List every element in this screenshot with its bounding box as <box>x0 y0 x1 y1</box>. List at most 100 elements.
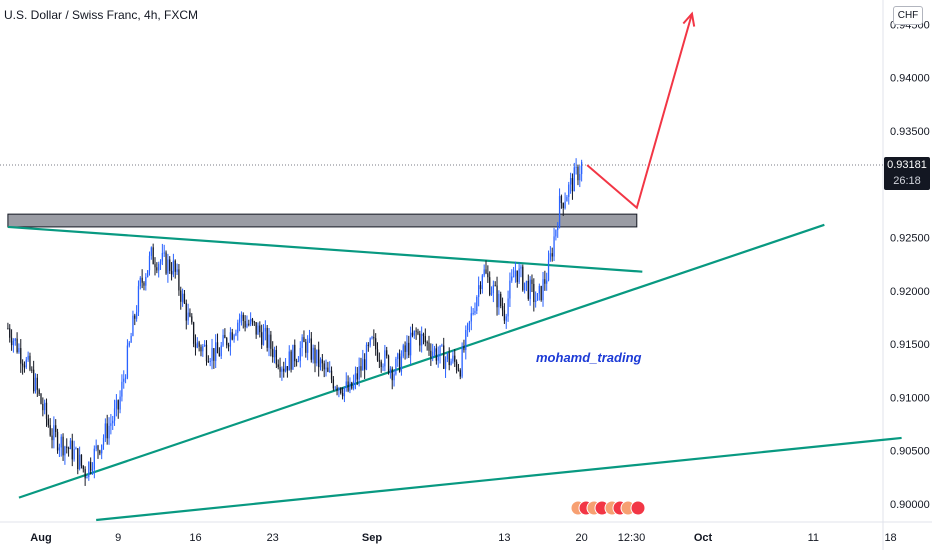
candle-body <box>557 227 559 231</box>
candle-body <box>10 337 13 346</box>
candle-body <box>446 353 449 360</box>
candle-body <box>91 469 94 471</box>
candle-body <box>395 358 397 375</box>
economic-events-icons <box>570 500 646 516</box>
candle-body <box>130 335 132 343</box>
event-flag-icon <box>630 500 646 516</box>
candle-body <box>571 178 574 192</box>
candle-body <box>45 402 48 419</box>
time-tick-label: Sep <box>362 532 382 544</box>
trendline-1 <box>7 225 643 273</box>
candle-body <box>540 285 542 301</box>
candle-body <box>226 338 228 346</box>
candle-body <box>354 373 357 381</box>
candle-body <box>84 469 86 479</box>
price-tick-label: 0.90500 <box>890 446 930 458</box>
candle-body <box>165 252 167 274</box>
candle-body <box>279 367 281 372</box>
candle-body <box>509 280 511 299</box>
candle-body <box>417 331 419 334</box>
candle-body <box>433 348 436 352</box>
candle-body <box>102 437 105 445</box>
candle-body <box>213 348 215 361</box>
author-watermark: mohamd_trading <box>536 350 642 365</box>
candle-body <box>194 343 197 348</box>
currency-badge[interactable]: CHF <box>893 6 923 25</box>
candle-body <box>404 345 406 352</box>
candle-body <box>490 292 493 295</box>
candle-body <box>284 366 287 372</box>
candle-body <box>512 276 515 278</box>
candle-body <box>503 310 506 321</box>
time-tick-label: 13 <box>498 532 510 544</box>
candle-body <box>261 332 263 345</box>
candle-body <box>90 462 92 471</box>
candle-body <box>327 367 329 372</box>
candle-body <box>262 331 265 345</box>
candle-body <box>452 355 454 362</box>
candle-body <box>220 345 222 357</box>
candle-body <box>148 255 151 271</box>
price-tick-label: 0.91500 <box>890 339 930 351</box>
time-tick-label: 16 <box>189 532 201 544</box>
candle-body <box>352 380 355 389</box>
candle-body <box>575 166 577 168</box>
candle-body <box>376 349 379 361</box>
candle-body <box>204 344 206 347</box>
candle-body <box>332 379 335 389</box>
candle-body <box>566 196 568 202</box>
price-tick-label: 0.92000 <box>890 286 930 298</box>
candle-body <box>99 450 101 454</box>
candle-body <box>145 276 147 286</box>
candle-body <box>277 364 279 368</box>
candle-body <box>73 449 75 460</box>
candle-body <box>334 387 336 389</box>
candle-body <box>12 340 15 346</box>
candle-body <box>257 325 259 335</box>
candle-body <box>338 387 340 391</box>
candle-body <box>259 325 261 333</box>
candle-body <box>110 423 112 426</box>
price-tick-label: 0.93500 <box>890 126 930 138</box>
candle-body <box>492 285 495 293</box>
candle-body <box>457 369 460 371</box>
candle-body <box>487 273 489 278</box>
candle-body <box>227 345 230 347</box>
candle-body <box>222 334 224 346</box>
candle-body <box>62 436 64 456</box>
candle-body <box>187 312 189 321</box>
candle-body <box>60 436 62 448</box>
bar-countdown: 26:18 <box>893 175 921 187</box>
symbol-title[interactable]: U.S. Dollar / Swiss Franc, 4h, FXCM <box>4 8 199 22</box>
candle-body <box>264 327 266 332</box>
candle-body <box>316 349 318 364</box>
candle-body <box>295 361 298 363</box>
candle-body <box>568 184 570 197</box>
candle-body <box>360 366 362 371</box>
candle-body <box>358 366 360 380</box>
candle-body <box>159 261 162 264</box>
candle-body <box>564 201 566 209</box>
candle-body <box>330 370 333 380</box>
candle-body <box>472 313 474 315</box>
candle-body <box>314 347 316 364</box>
candle-body <box>386 350 388 356</box>
candle-body <box>511 276 513 281</box>
candle-body <box>437 355 439 361</box>
candle-body <box>248 323 250 325</box>
candle-body <box>455 361 458 370</box>
candle-body <box>172 260 175 275</box>
candle-body <box>500 293 502 307</box>
candle-body <box>224 334 226 339</box>
price-tick-label: 0.94000 <box>890 73 930 85</box>
trendline-2 <box>18 223 825 499</box>
candle-body <box>176 269 178 272</box>
candle-body <box>185 303 187 321</box>
candle-body <box>123 378 125 382</box>
candle-body <box>474 310 476 314</box>
candle-body <box>544 279 546 284</box>
candle-body <box>303 337 305 343</box>
candle-body <box>323 363 325 370</box>
candle-body <box>21 363 24 366</box>
